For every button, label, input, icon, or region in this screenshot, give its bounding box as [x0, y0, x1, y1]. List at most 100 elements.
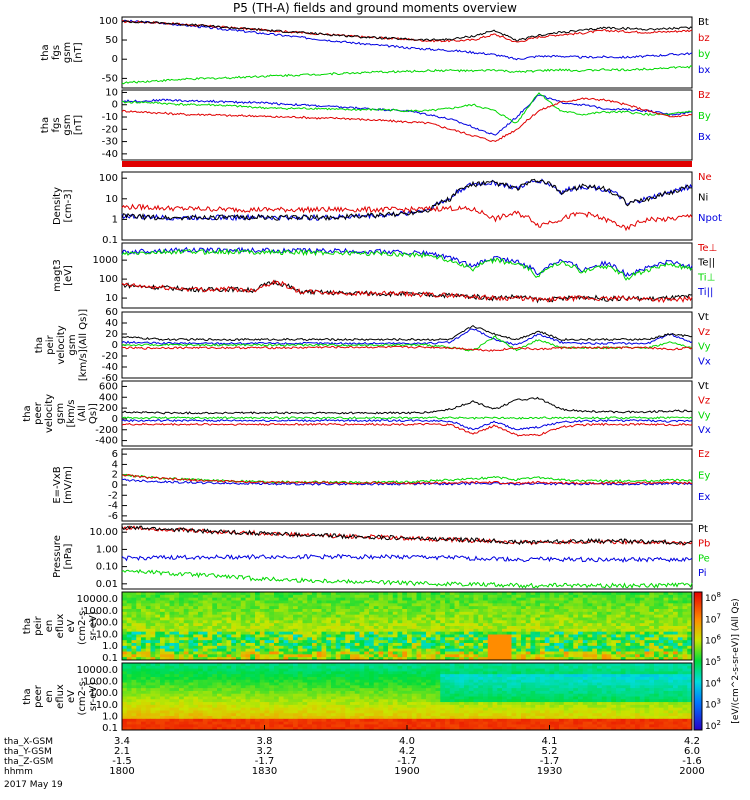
spectrogram-cell: [582, 606, 588, 610]
spectrogram-cell: [435, 603, 441, 607]
spectrogram-cell: [183, 606, 189, 610]
spectrogram-cell: [492, 682, 498, 686]
spectrogram-cell: [611, 645, 617, 650]
spectrogram-cell: [597, 600, 603, 604]
spectrogram-cell: [677, 654, 683, 658]
spectrogram-cell: [411, 654, 417, 658]
spectrogram-cell: [421, 704, 427, 709]
spectrogram-cell: [464, 648, 470, 652]
spectrogram-cell: [145, 637, 151, 641]
spectrogram-cell: [364, 699, 370, 703]
spectrogram-cell: [525, 668, 531, 672]
spectrogram-cell: [639, 676, 645, 681]
spectrogram-cell: [378, 614, 384, 618]
spectrogram-cell: [278, 592, 284, 596]
spectrogram-cell: [459, 682, 465, 686]
spectrogram-cell: [188, 620, 194, 624]
spectrogram-cell: [392, 690, 398, 695]
spectrogram-cell: [473, 657, 479, 661]
spectrogram-cell: [226, 702, 232, 706]
spectrogram-cell: [620, 637, 626, 641]
spectrogram-cell: [354, 693, 360, 697]
spectrogram-cell: [440, 645, 446, 650]
spectrogram-cell: [497, 682, 503, 686]
spectrogram-cell: [316, 603, 322, 607]
spectrogram-cell: [226, 603, 232, 607]
spectrogram-cell: [521, 696, 527, 700]
spectrogram-cell: [288, 620, 294, 624]
spectrogram-cell: [326, 620, 332, 624]
spectrogram-cell: [169, 702, 175, 706]
spectrogram-cell: [549, 623, 555, 627]
spectrogram-cell: [264, 617, 270, 621]
spectrogram-cell: [217, 594, 223, 599]
spectrogram-cell: [430, 600, 436, 604]
spectrogram-cell: [625, 690, 631, 695]
spectrogram-cell: [426, 626, 432, 630]
spectrogram-cell: [616, 603, 622, 607]
spectrogram-cell: [497, 676, 503, 681]
spectrogram-cell: [549, 626, 555, 630]
spectrogram-cell: [535, 665, 541, 669]
spectrogram-cell: [141, 594, 147, 599]
spectrogram-cell: [131, 663, 137, 667]
spectrogram-cell: [136, 651, 142, 655]
spectrogram-cell: [145, 592, 151, 596]
spectrogram-cell: [468, 600, 474, 604]
spectrogram-cell: [126, 643, 132, 647]
spectrogram-cell: [549, 640, 555, 644]
spectrogram-cell: [530, 702, 536, 706]
spectrogram-cell: [487, 679, 493, 683]
spectrogram-cell: [582, 690, 588, 695]
spectrogram-cell: [335, 674, 341, 678]
spectrogram-cell: [459, 603, 465, 607]
spectrogram-cell: [335, 611, 341, 616]
series-efield-Ey: [121, 473, 693, 485]
spectrogram-cell: [240, 617, 246, 621]
spectrogram-cell: [369, 620, 375, 624]
spectrogram-cell: [307, 679, 313, 683]
spectrogram-cell: [635, 623, 641, 627]
spectrogram-cell: [160, 617, 166, 621]
spectrogram-cell: [340, 682, 346, 686]
spectrogram-cell: [150, 696, 156, 700]
spectrogram-cell: [259, 674, 265, 678]
spectrogram-cell: [388, 617, 394, 621]
spectrogram-cell: [445, 671, 451, 675]
spectrogram-cell: [568, 594, 574, 599]
spectrogram-cell: [483, 592, 489, 596]
spectrogram-cell: [288, 688, 294, 692]
spectrogram-cell: [635, 594, 641, 599]
spectrogram-cell: [492, 654, 498, 658]
spectrogram-cell: [164, 594, 170, 599]
spectrogram-cell: [326, 674, 332, 678]
spectrogram-cell: [174, 654, 180, 658]
ytick-fgs: -50: [102, 73, 118, 84]
spectrogram-cell: [654, 671, 660, 675]
spectrogram-cell: [620, 671, 626, 675]
spectrogram-cell: [307, 597, 313, 601]
spectrogram-cell: [131, 654, 137, 658]
spectrogram-cell: [202, 704, 208, 709]
spectrogram-cell: [321, 597, 327, 601]
spectrogram-cell: [126, 614, 132, 618]
spectrogram-cell: [668, 597, 674, 601]
spectrogram-cell: [454, 628, 460, 633]
spectrogram-cell: [506, 665, 512, 669]
spectrogram-cell: [497, 654, 503, 658]
spectrogram-cell: [516, 609, 522, 613]
spectrogram-cell: [274, 609, 280, 613]
spectrogram-cell: [183, 674, 189, 678]
spectrogram-cell: [164, 634, 170, 638]
spectrogram-cell: [492, 634, 498, 638]
spectrogram-cell: [255, 679, 261, 683]
spectrogram-cell: [155, 685, 161, 689]
spectrogram-cell: [426, 634, 432, 638]
spectrogram-cell: [369, 628, 375, 633]
spectrogram-cell: [635, 614, 641, 618]
spectrogram-cell: [540, 614, 546, 618]
spectrogram-cell: [155, 603, 161, 607]
spectrogram-cell: [582, 674, 588, 678]
spectrogram-cell: [620, 645, 626, 650]
spectrogram-cell: [582, 693, 588, 697]
